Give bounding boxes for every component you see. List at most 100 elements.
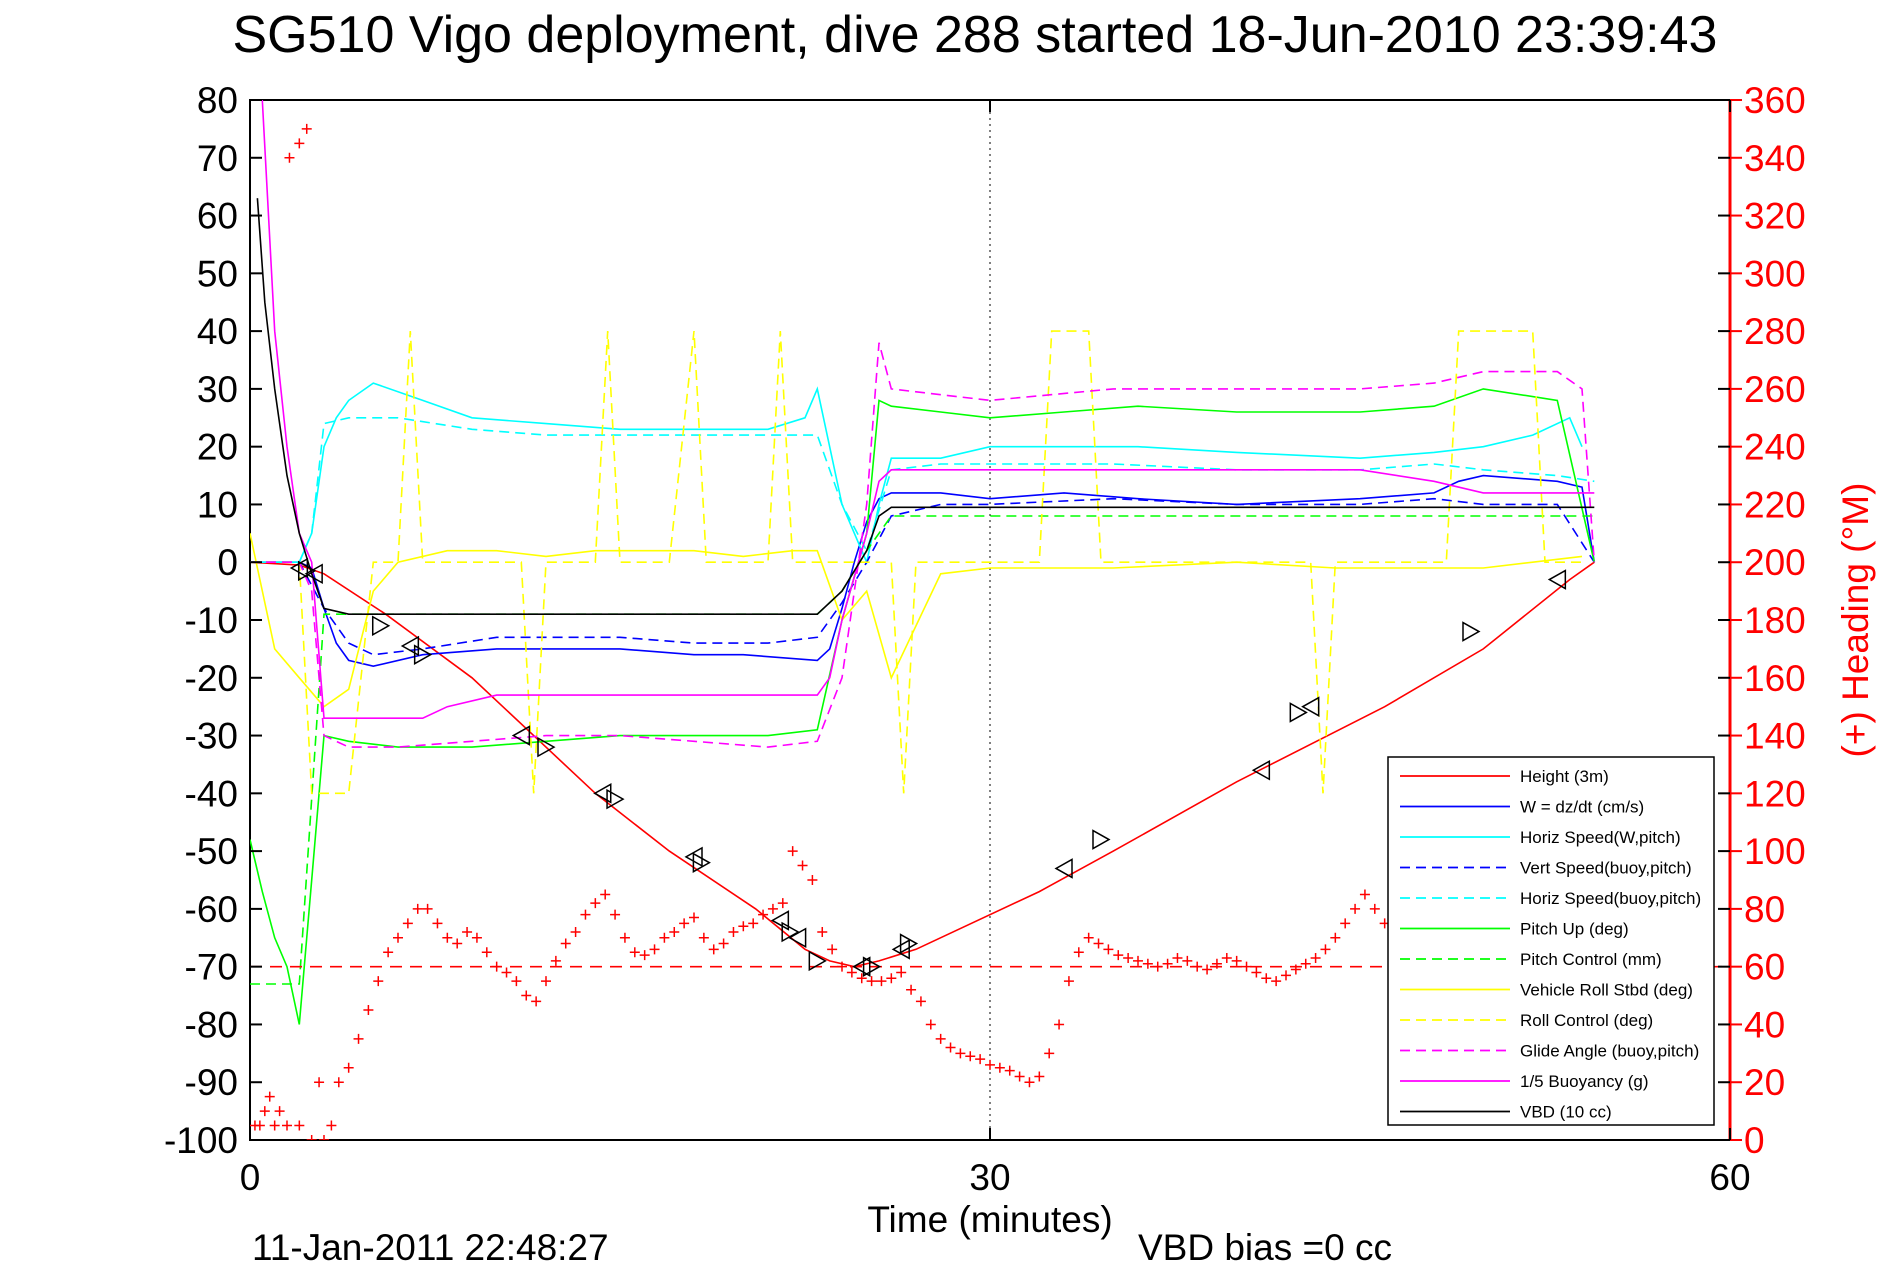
y-tick-label: -40 xyxy=(185,773,238,814)
triangle-marker xyxy=(770,910,790,931)
triangle-marker xyxy=(692,852,711,873)
heading-point xyxy=(294,1120,305,1131)
triangle-marker xyxy=(1289,702,1308,723)
heading-point xyxy=(1340,918,1351,929)
triangle-marker xyxy=(862,956,882,977)
heading-point xyxy=(531,996,542,1007)
heading-point xyxy=(432,918,443,929)
heading-point xyxy=(600,889,611,900)
heading-point xyxy=(1073,947,1084,958)
legend-label-0: Height (3m) xyxy=(1520,767,1609,786)
chart-title: SG510 Vigo deployment, dive 288 started … xyxy=(233,6,1718,64)
triangle-marker xyxy=(781,921,800,943)
legend-label-8: Roll Control (deg) xyxy=(1520,1011,1653,1030)
heading-point xyxy=(264,1091,275,1102)
x-axis: 0 30 60 xyxy=(240,100,1751,1198)
heading-point xyxy=(767,903,778,914)
heading-point xyxy=(590,898,601,909)
y-tick-label: 40 xyxy=(197,311,238,352)
heading-point xyxy=(965,1051,976,1062)
heading-point xyxy=(284,152,295,163)
y2-tick-label: 60 xyxy=(1744,947,1785,988)
heading-point xyxy=(915,996,926,1007)
heading-point xyxy=(393,932,403,943)
heading-point xyxy=(639,950,650,961)
heading-point xyxy=(422,903,433,914)
heading-point xyxy=(1231,955,1242,966)
heading-point xyxy=(866,976,877,987)
y-tick-label: -100 xyxy=(164,1120,238,1161)
heading-point xyxy=(975,1054,986,1065)
heading-point xyxy=(343,1062,354,1073)
triangle-marker xyxy=(413,644,433,665)
y2-tick-label: 40 xyxy=(1744,1004,1785,1045)
heading-point xyxy=(708,944,719,955)
heading-point xyxy=(1044,1048,1055,1059)
legend: Height (3m) W = dz/dt (cm/s) Horiz Speed(W… xyxy=(1387,756,1715,1126)
heading-point xyxy=(846,967,857,978)
heading-point xyxy=(254,1120,265,1131)
y2-tick-label: 260 xyxy=(1744,369,1806,410)
series-line-9 xyxy=(250,342,1596,748)
legend-label-7: Vehicle Roll Stbd (deg) xyxy=(1520,981,1693,1000)
legend-label-3: Vert Speed(buoy,pitch) xyxy=(1520,859,1692,878)
y2-tick-label: 200 xyxy=(1744,542,1806,583)
heading-point xyxy=(925,1019,936,1030)
heading-point xyxy=(1034,1071,1045,1082)
series-line-2 xyxy=(250,382,1583,565)
heading-point xyxy=(326,1120,337,1131)
heading-point xyxy=(1142,958,1153,969)
triangle-marker xyxy=(304,563,323,585)
legend-label-2: Horiz Speed(W,pitch) xyxy=(1520,828,1681,847)
heading-point xyxy=(1251,967,1262,978)
heading-point xyxy=(1182,955,1193,966)
heading-point xyxy=(511,976,522,987)
heading-point xyxy=(1123,953,1134,963)
heading-point xyxy=(945,1042,956,1053)
y2-tick-label: 360 xyxy=(1744,80,1806,121)
legend-label-1: W = dz/dt (cm/s) xyxy=(1520,798,1644,817)
heading-point xyxy=(402,918,413,929)
heading-point xyxy=(1162,958,1173,969)
right-axis-label: (+) Heading (°M) xyxy=(1835,483,1876,758)
heading-point xyxy=(1133,955,1143,966)
heading-point xyxy=(1063,976,1074,987)
heading-point xyxy=(306,1135,317,1140)
heading-point xyxy=(442,932,453,943)
y2-tick-label: 180 xyxy=(1744,600,1806,641)
heading-point xyxy=(1024,1077,1035,1088)
heading-point xyxy=(1271,976,1282,987)
heading-point xyxy=(491,961,502,972)
left-axis: 80 70 60 50 40 30 20 10 0 -10 -20 -30 -40 -50 -60 -70 -8… xyxy=(164,80,1730,1161)
series-line-0 xyxy=(250,561,1595,968)
legend-label-4: Horiz Speed(buoy,pitch) xyxy=(1520,889,1701,908)
triangle-marker xyxy=(1301,696,1320,717)
heading-point xyxy=(1300,958,1311,969)
y-tick-label: -30 xyxy=(185,716,238,757)
heading-point xyxy=(274,1106,285,1117)
triangle-marker xyxy=(606,788,625,810)
y2-tick-label: 120 xyxy=(1744,773,1806,814)
triangle-marker xyxy=(788,927,807,949)
heading-point xyxy=(1330,932,1341,943)
y2-tick-label: 20 xyxy=(1744,1062,1785,1103)
heading-point xyxy=(1320,944,1331,955)
heading-point xyxy=(501,967,512,978)
series-line-8 xyxy=(250,330,1582,795)
heading-point xyxy=(1103,944,1114,955)
triangle-marker xyxy=(537,736,556,758)
y2-tick-label: 280 xyxy=(1744,311,1806,352)
heading-point xyxy=(521,990,532,1001)
heading-point xyxy=(570,927,581,937)
triangle-marker xyxy=(852,956,871,977)
heading-point xyxy=(994,1062,1005,1073)
series-line-11 xyxy=(256,198,1595,616)
heading-point xyxy=(728,927,739,937)
y-tick-label: -80 xyxy=(185,1004,238,1045)
heading-point xyxy=(282,1120,292,1131)
legend-label-5: Pitch Up (deg) xyxy=(1520,920,1629,939)
triangle-marker xyxy=(1547,569,1567,590)
legend-label-6: Pitch Control (mm) xyxy=(1520,950,1662,969)
triangle-marker xyxy=(400,635,420,657)
